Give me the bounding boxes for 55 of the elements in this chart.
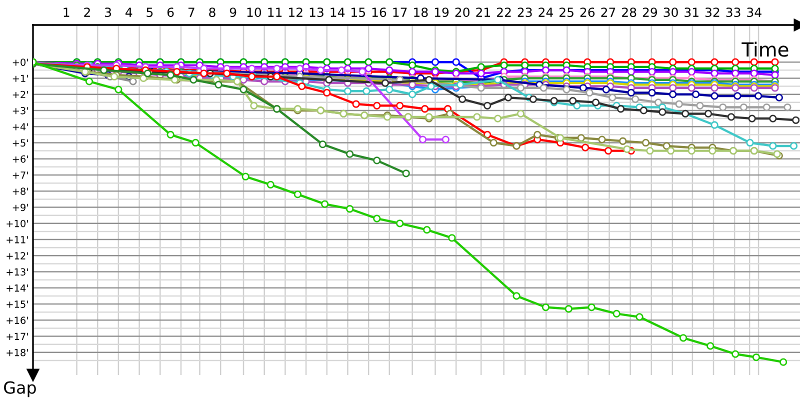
y-tick-label: +15' xyxy=(6,300,28,308)
x-tick-label: 2 xyxy=(84,8,90,17)
x-tick-label: 7 xyxy=(188,8,194,17)
y-tick-label: +13' xyxy=(6,268,28,276)
x-tick-label: 13 xyxy=(310,8,324,18)
y-tick-label: +16' xyxy=(6,316,28,324)
x-tick-label: 32 xyxy=(705,8,720,18)
x-tick-label: 27 xyxy=(601,8,616,17)
x-tick-label: 22 xyxy=(497,8,511,17)
y-tick-label: +14' xyxy=(6,284,28,292)
x-tick-label: 10 xyxy=(247,8,262,18)
y-tick-label: +2' xyxy=(12,90,28,98)
y-tick-label: +4' xyxy=(12,123,28,130)
y-tick-label: +8' xyxy=(12,188,28,195)
y-tick-label: +5' xyxy=(12,139,28,147)
x-tick-label: 18 xyxy=(414,8,428,18)
x-tick-label: 24 xyxy=(538,8,553,17)
x-tick-label: 15 xyxy=(352,8,365,18)
x-tick-label: 34 xyxy=(747,8,762,18)
x-tick-label: 31 xyxy=(684,8,698,18)
y-tick-label: +9' xyxy=(12,204,28,212)
x-tick-label: 14 xyxy=(330,8,345,17)
y-tick-label: +7' xyxy=(12,172,28,179)
x-tick-label: 23 xyxy=(518,8,532,18)
y-tick-label: +11' xyxy=(6,236,28,244)
x-tick-label: 20 xyxy=(455,8,470,18)
x-tick-label: 33 xyxy=(726,8,740,18)
y-tick-label: +1' xyxy=(12,74,28,82)
x-tick-label: 11 xyxy=(268,8,282,17)
x-tick-label: 4 xyxy=(126,8,132,17)
y-tick-label: +12' xyxy=(6,252,28,260)
y-tick-label: +3' xyxy=(12,106,28,114)
x-tick-label: 29 xyxy=(642,8,658,18)
y-tick-label: +10' xyxy=(6,220,28,228)
x-tick-label: 3 xyxy=(105,8,112,18)
x-tick-label: 26 xyxy=(580,8,595,18)
x-tick-label: 30 xyxy=(664,8,678,18)
x-tick-label: 21 xyxy=(476,8,490,17)
x-tick-label: 17 xyxy=(393,8,407,17)
y-tick-label: +0' xyxy=(12,58,28,66)
y-tick-label: +18' xyxy=(6,348,28,356)
x-tick-label: 12 xyxy=(289,8,302,17)
x-axis-title: Time xyxy=(742,42,788,57)
x-tick-label: 8 xyxy=(209,8,216,18)
x-tick-label: 16 xyxy=(372,8,386,18)
y-axis-title: Gap xyxy=(4,381,36,398)
x-tick-label: 1 xyxy=(64,8,70,17)
x-tick-label: 6 xyxy=(167,8,174,18)
x-tick-label: 19 xyxy=(434,8,449,18)
y-tick-label: +6' xyxy=(12,155,28,163)
x-tick-label: 5 xyxy=(146,8,153,18)
x-tick-label: 9 xyxy=(230,8,236,18)
y-tick-label: +17' xyxy=(6,332,28,340)
x-tick-label: 25 xyxy=(560,8,574,18)
x-tick-label: 28 xyxy=(622,8,636,18)
